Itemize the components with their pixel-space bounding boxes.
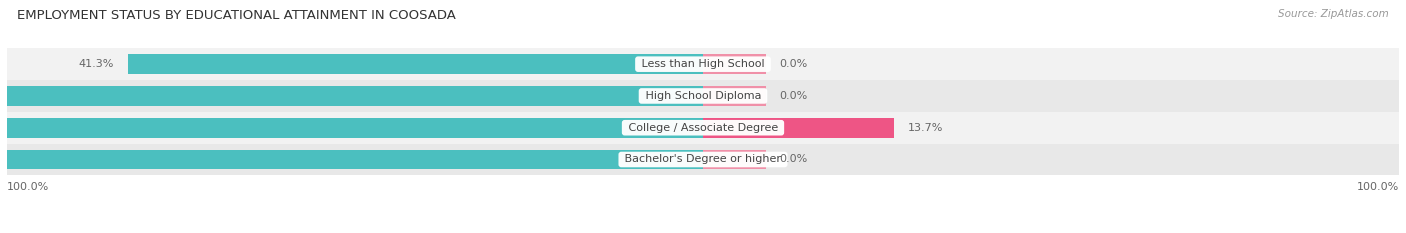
Text: 0.0%: 0.0%: [779, 154, 808, 164]
Bar: [703, 54, 766, 74]
Text: Source: ZipAtlas.com: Source: ZipAtlas.com: [1278, 9, 1389, 19]
Bar: [0, 150, 703, 169]
Text: EMPLOYMENT STATUS BY EDUCATIONAL ATTAINMENT IN COOSADA: EMPLOYMENT STATUS BY EDUCATIONAL ATTAINM…: [17, 9, 456, 22]
Text: 100.0%: 100.0%: [1357, 182, 1399, 192]
Legend: In Labor Force, Unemployed: In Labor Force, Unemployed: [598, 230, 808, 233]
Bar: [0, 86, 703, 106]
Bar: [703, 86, 766, 106]
Bar: [7, 80, 1399, 112]
Bar: [7, 48, 1399, 80]
Text: Bachelor's Degree or higher: Bachelor's Degree or higher: [621, 154, 785, 164]
Text: College / Associate Degree: College / Associate Degree: [624, 123, 782, 133]
Text: 0.0%: 0.0%: [779, 59, 808, 69]
Bar: [703, 118, 894, 137]
Text: 0.0%: 0.0%: [779, 91, 808, 101]
Bar: [0, 118, 703, 137]
Text: High School Diploma: High School Diploma: [641, 91, 765, 101]
Bar: [7, 112, 1399, 144]
Bar: [703, 150, 766, 169]
Bar: [128, 54, 703, 74]
Bar: [7, 144, 1399, 175]
Text: Less than High School: Less than High School: [638, 59, 768, 69]
Text: 41.3%: 41.3%: [79, 59, 114, 69]
Text: 13.7%: 13.7%: [908, 123, 943, 133]
Text: 100.0%: 100.0%: [7, 182, 49, 192]
